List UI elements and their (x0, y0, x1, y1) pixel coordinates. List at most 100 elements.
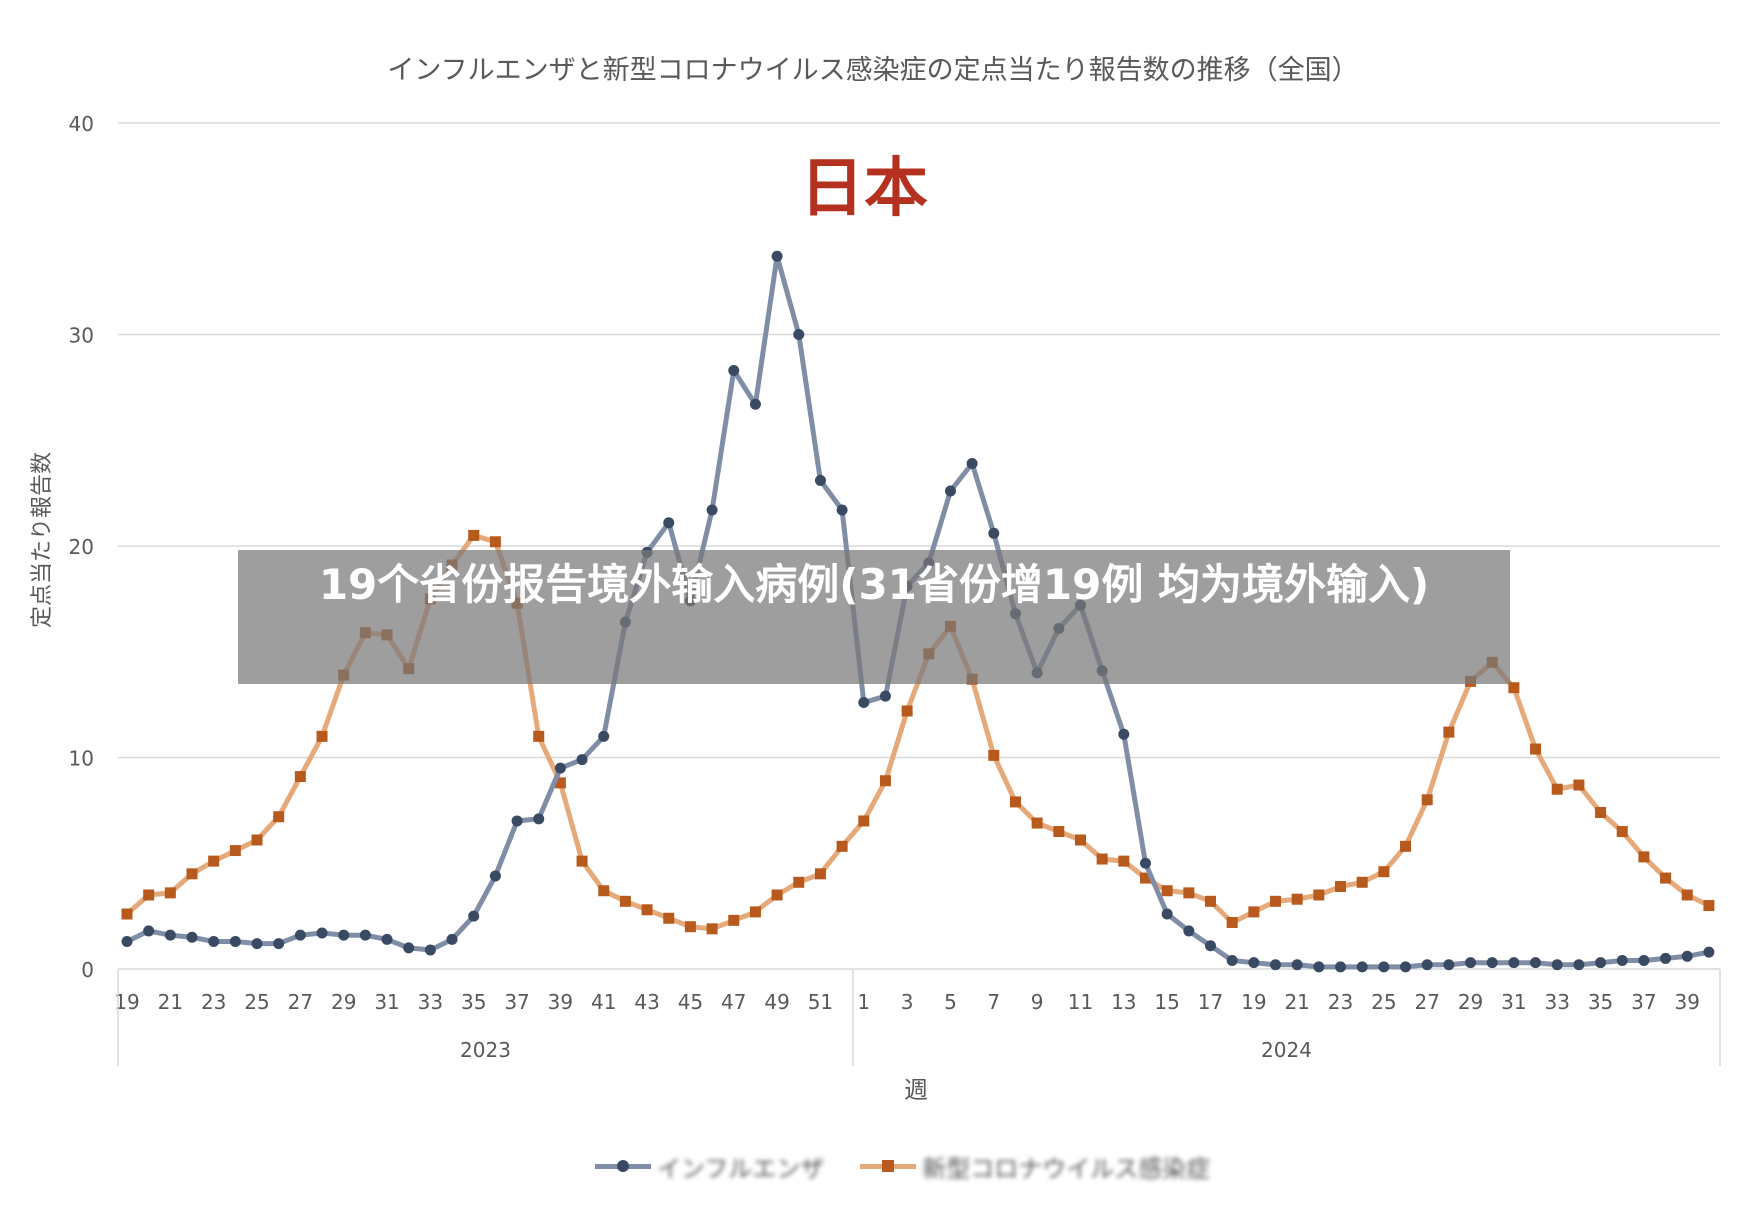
data-point (1248, 906, 1260, 918)
data-point (1183, 887, 1195, 899)
data-point (143, 925, 155, 937)
x-tick-label: 23 (1328, 990, 1353, 1014)
data-point (1486, 957, 1498, 969)
data-point (1313, 961, 1325, 973)
data-point (251, 834, 263, 846)
x-tick-label: 31 (374, 990, 399, 1014)
data-point (944, 485, 956, 497)
data-point (359, 929, 371, 941)
x-tick-label: 29 (1458, 990, 1483, 1014)
data-point (294, 929, 306, 941)
legend-covid-swatch (860, 1151, 917, 1181)
data-point (1703, 946, 1715, 958)
x-tick-label: 3 (901, 990, 914, 1014)
data-point (771, 250, 783, 262)
x-tick-label: 33 (1544, 990, 1569, 1014)
overlay-banner (238, 550, 1510, 684)
y-tick-label: 40 (69, 112, 94, 136)
data-point (1400, 961, 1412, 973)
data-point (749, 398, 761, 410)
x-tick-label: 31 (1501, 990, 1526, 1014)
x-tick-label: 35 (461, 990, 486, 1014)
data-point (533, 813, 545, 825)
data-point (836, 840, 848, 852)
data-point (554, 777, 566, 789)
y-tick-label: 0 (81, 958, 94, 982)
x-tick-label: 47 (721, 990, 746, 1014)
data-point (1270, 895, 1282, 907)
x-axis: 19 21 23 25 27 29 31 33 35 37 39 41 43 45 47 49 51 1 3 5 7 9 1… (114, 969, 1721, 1066)
data-point (1356, 961, 1368, 973)
data-point (836, 504, 848, 516)
data-point (619, 895, 631, 907)
data-point (186, 868, 198, 880)
x-tick-label: 49 (764, 990, 789, 1014)
x-tick-label: 43 (634, 990, 659, 1014)
data-point (1053, 826, 1065, 838)
legend-item-covid: 新型コロナウイルス感染症 (860, 1149, 1210, 1184)
data-point (208, 855, 220, 867)
x-tick-label: 25 (1371, 990, 1396, 1014)
x-tick-label: 21 (158, 990, 183, 1014)
data-point (468, 529, 480, 541)
data-point (793, 876, 805, 888)
x-tick-label: 13 (1111, 990, 1136, 1014)
data-point (1616, 826, 1628, 838)
data-point (1443, 726, 1455, 738)
y-tick-label: 20 (69, 535, 94, 559)
data-point (858, 815, 870, 827)
x-tick-label: 39 (548, 990, 573, 1014)
data-point (1356, 876, 1368, 888)
data-point (1421, 959, 1433, 971)
data-point (316, 927, 328, 939)
data-point (1508, 682, 1520, 694)
data-point (273, 811, 285, 823)
data-point (771, 889, 783, 901)
data-point (1009, 796, 1021, 808)
data-point (598, 885, 610, 897)
data-point (1335, 961, 1347, 973)
x-tick-label: 35 (1588, 990, 1613, 1014)
data-point (1378, 866, 1390, 878)
data-point (1139, 857, 1151, 869)
data-point (1400, 840, 1412, 852)
y-axis: 0 10 20 30 40 (69, 112, 94, 982)
data-point (1551, 959, 1563, 971)
data-point (186, 931, 198, 943)
data-point (1226, 955, 1238, 967)
data-point (1530, 743, 1542, 755)
data-point (728, 364, 740, 376)
data-point (1031, 817, 1043, 829)
data-point (511, 815, 523, 827)
data-point (988, 749, 1000, 761)
x-tick-label: 5 (944, 990, 957, 1014)
x-tick-label: 37 (504, 990, 529, 1014)
x-tick-label: 25 (244, 990, 269, 1014)
legend-item-flu: インフルエンザ (595, 1149, 824, 1184)
data-point (489, 870, 501, 882)
data-point (1205, 895, 1216, 907)
data-point (164, 929, 176, 941)
data-point (1660, 872, 1672, 884)
data-point (143, 889, 155, 901)
data-point (1161, 908, 1173, 920)
data-point (576, 855, 588, 867)
data-point (121, 908, 133, 920)
x-tick-label: 9 (1031, 990, 1044, 1014)
data-point (1313, 889, 1325, 901)
overlay-banner-text: 19个省份报告境外输入病例(31省份增19例 均为境外输入) (318, 560, 1430, 609)
data-point (533, 730, 545, 742)
data-point (598, 730, 610, 742)
data-point (684, 921, 696, 933)
data-point (1291, 893, 1303, 905)
y-axis-label: 定点当たり報告数 (30, 452, 55, 628)
x-tick-label: 23 (201, 990, 226, 1014)
data-point (663, 912, 675, 924)
data-point (1703, 900, 1715, 912)
grid-lines (118, 122, 1720, 970)
data-point (381, 933, 393, 945)
data-point (208, 936, 220, 948)
data-point (728, 914, 740, 926)
data-point (1074, 834, 1086, 846)
data-point (814, 868, 826, 880)
